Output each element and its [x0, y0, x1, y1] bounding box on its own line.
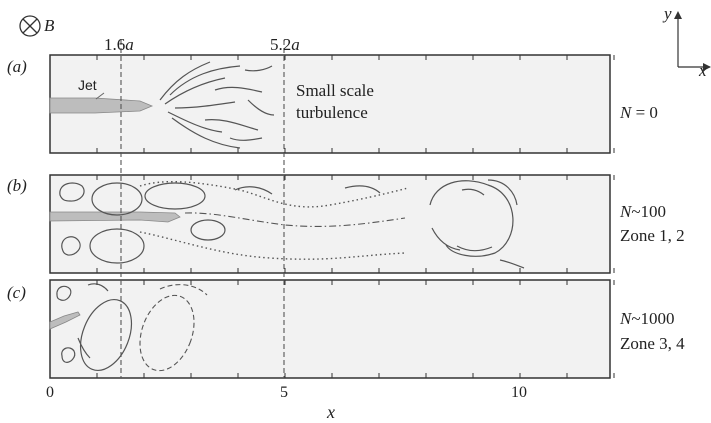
x-tick-0: 0 [46, 384, 54, 401]
panel-a-regime: N = 0 [620, 103, 658, 122]
compass-x-label: x [699, 61, 707, 80]
field-symbol: B [44, 16, 55, 35]
panel-c-id: (c) [7, 283, 26, 302]
panel-a-id: (a) [7, 57, 27, 76]
panel-c-regime: N~1000 [620, 309, 675, 328]
marker-label-5-2a: 5.2a [270, 35, 300, 54]
panel-b-regime: N~100 [620, 202, 667, 221]
x-tick-10: 10 [511, 384, 527, 401]
panel-b-zone: Zone 1, 2 [620, 226, 685, 245]
coordinate-axes-icon [674, 11, 711, 71]
turbulence-label-line2: turbulence [296, 103, 368, 122]
x-tick-5: 5 [280, 384, 288, 401]
x-axis-label: x [327, 402, 335, 422]
panel-b-channel [49, 174, 611, 274]
turbulence-label-line1: Small scale [296, 81, 374, 100]
marker-label-1-6a: 1.6a [104, 35, 134, 54]
compass-y-label: y [664, 4, 672, 23]
magnetic-field-into-page-icon [19, 15, 41, 37]
panel-a-channel [49, 54, 611, 154]
jet-label: Jet [78, 77, 97, 93]
panel-c-zone: Zone 3, 4 [620, 334, 685, 353]
panel-b-id: (b) [7, 176, 27, 195]
panel-c-channel [49, 279, 611, 379]
